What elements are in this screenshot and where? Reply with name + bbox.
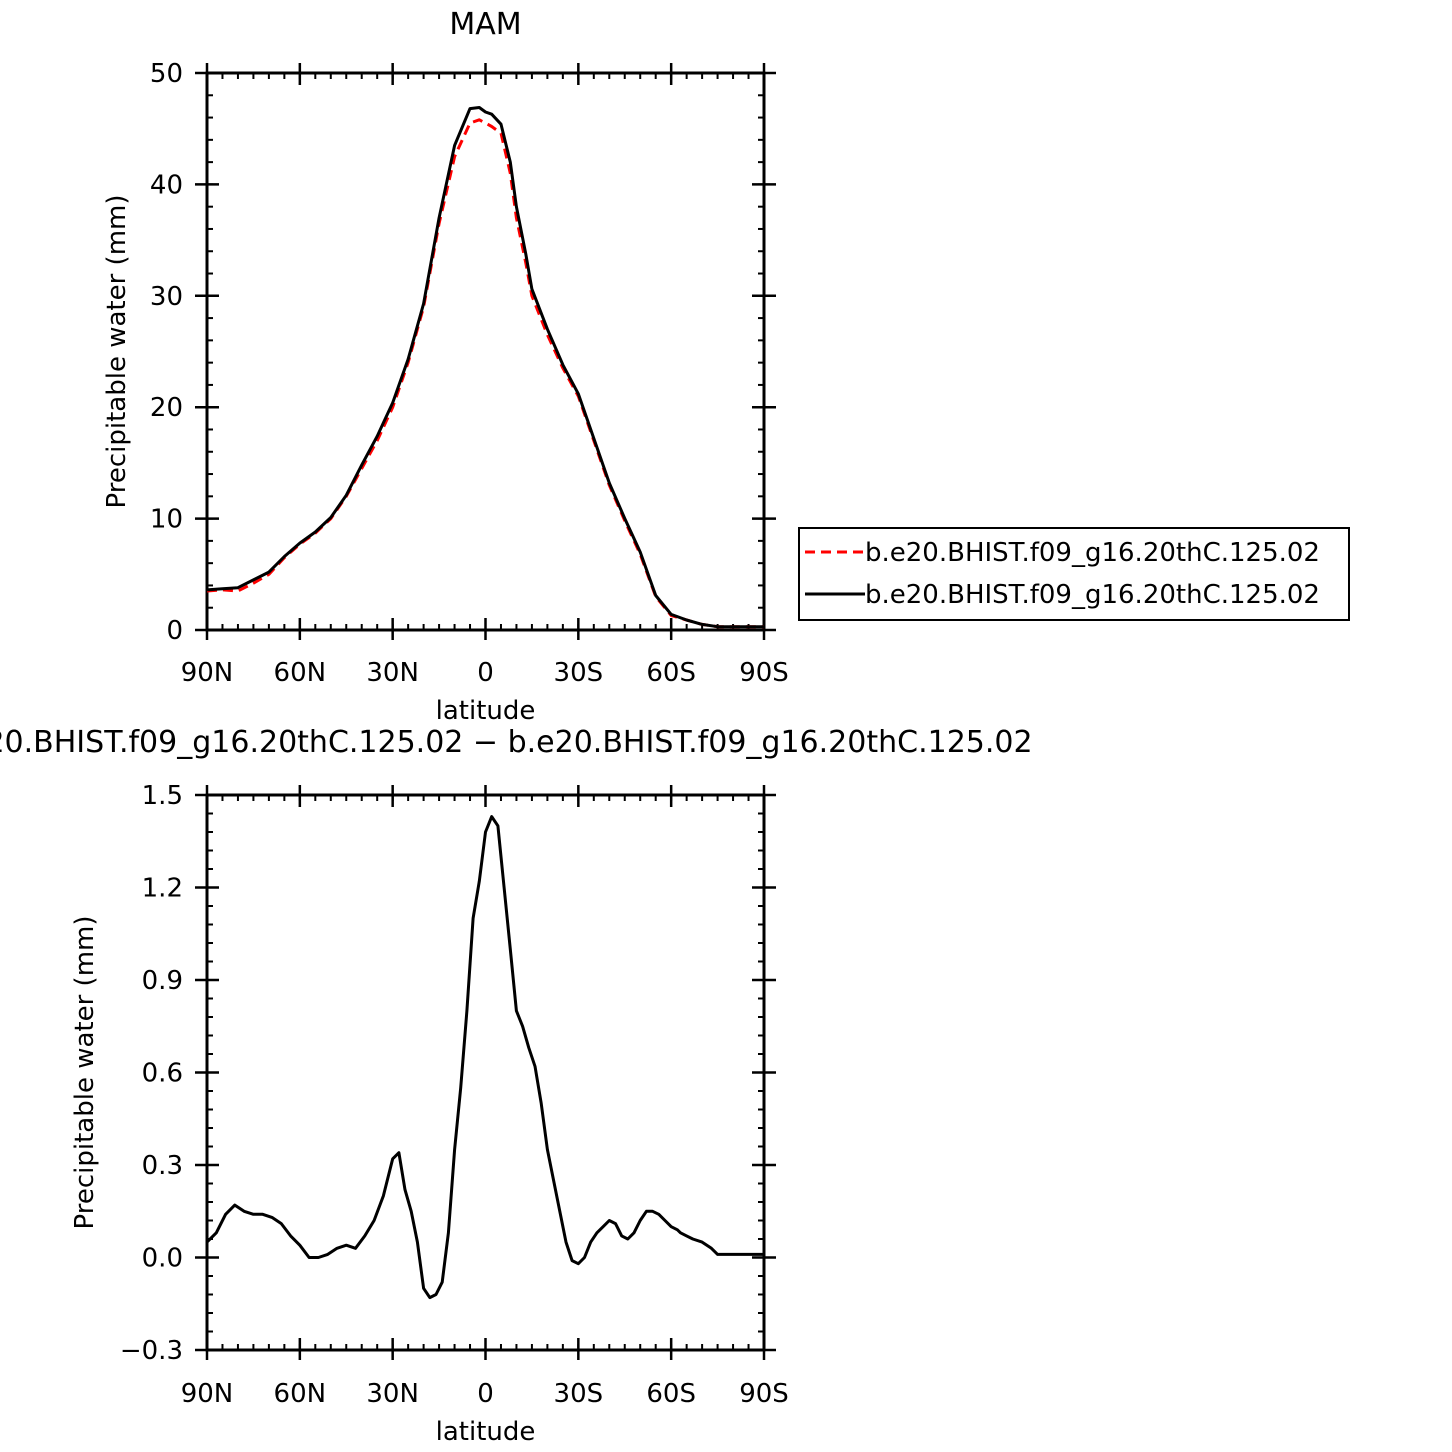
x-axis-label: latitude [436,1417,536,1447]
x-tick-label: 60S [646,1379,696,1409]
legend-label: b.e20.BHIST.f09_g16.20thC.125.02 [865,538,1320,568]
y-tick-label: 50 [150,59,183,89]
y-tick-label: 0.6 [142,1059,183,1089]
series-line-1 [205,815,764,1300]
y-tick-label: 40 [150,170,183,200]
x-axis-label: latitude [436,696,536,726]
x-tick-label: 30S [554,1379,604,1409]
y-axis-label: Precipitable water (mm) [70,916,100,1230]
plot-frame [205,71,766,632]
x-tick-label: 30N [366,658,419,688]
y-tick-label: 20 [150,393,183,423]
chart-title: b.e20.BHIST.f09_g16.20thC.125.02 − b.e20… [0,725,1033,760]
y-tick-label: 30 [150,282,183,312]
legend-box [798,527,1350,621]
chart-title: MAM [449,7,521,42]
x-tick-label: 30N [366,1379,419,1409]
chart-panel-1: MAM 90N 60N 30N 0 30S 60S 90S 0 10 20 30 40 50 latitud… [102,7,1350,726]
x-tick-label: 0 [477,1379,494,1409]
x-tick-label: 60N [274,1379,327,1409]
plot-frame [205,793,766,1352]
series-line-2 [206,106,764,629]
y-tick-label: 10 [150,505,183,535]
legend: b.e20.BHIST.f09_g16.20thC.125.02 b.e20.BH… [798,527,1350,621]
y-tick-label: 0 [166,616,183,646]
y-tick-label: 0.3 [142,1151,183,1181]
x-tick-label: 90N [181,1379,234,1409]
y-tick-label: 1.2 [142,874,183,904]
y-tick-label: 1.5 [142,781,183,811]
x-tick-label: 30S [554,658,604,688]
chart-panel-2: b.e20.BHIST.f09_g16.20thC.125.02 − b.e20… [0,725,1033,1447]
x-tick-label: 90S [739,1379,789,1409]
y-tick-label: −0.3 [120,1336,183,1366]
y-axis-label: Precipitable water (mm) [102,195,132,509]
legend-label: b.e20.BHIST.f09_g16.20thC.125.02 [865,580,1320,610]
x-tick-label: 90S [739,658,789,688]
y-tick-label: 0.0 [142,1244,183,1274]
x-tick-label: 0 [477,658,494,688]
x-tick-label: 60S [646,658,696,688]
x-tick-label: 60N [274,658,327,688]
y-tick-label: 0.9 [142,966,183,996]
x-tick-label: 90N [181,658,234,688]
